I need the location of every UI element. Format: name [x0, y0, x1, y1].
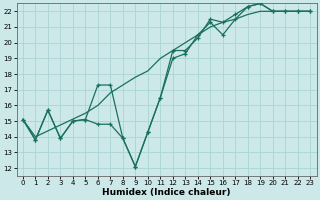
X-axis label: Humidex (Indice chaleur): Humidex (Indice chaleur)	[102, 188, 231, 197]
